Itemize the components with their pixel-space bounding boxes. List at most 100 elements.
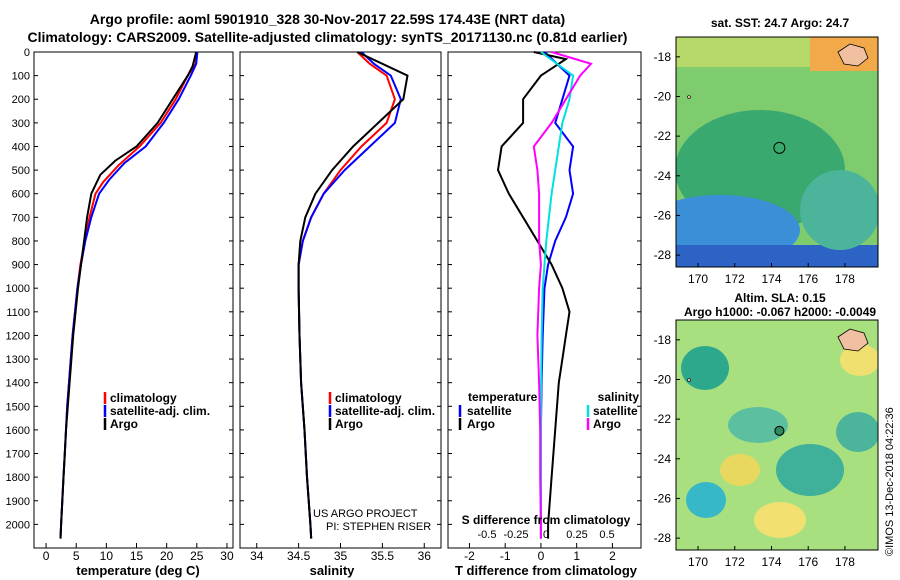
lon-tick-label: 172 xyxy=(725,272,745,286)
t-difference-xlabel: T difference from climatology xyxy=(455,563,638,578)
temperature-plot-frame xyxy=(33,51,234,549)
sla-map-frame xyxy=(675,319,879,551)
lon-tick-label: 178 xyxy=(835,555,855,569)
sla-low-3 xyxy=(840,344,878,376)
lon-tick-label: 174 xyxy=(761,555,781,569)
lat-tick-label: -24 xyxy=(654,452,672,466)
x-tick-label: 0 xyxy=(43,549,50,563)
s-tick-label: 0 xyxy=(543,529,549,541)
sla-map: 170 172 174 176 178 -18 -20 -22 -24 -26 -28 xyxy=(654,319,879,569)
depth-tick-label: 800 xyxy=(12,236,30,248)
lat-tick-label: -26 xyxy=(654,208,672,222)
temperature-plot: 0 5 10 15 20 25 30 xyxy=(34,51,234,563)
legend-heading-temperature: temperature xyxy=(468,390,538,404)
x-tick-label: 10 xyxy=(100,549,114,563)
island xyxy=(687,95,691,99)
sla-high-2 xyxy=(728,407,788,443)
depth-tick-label: 1700 xyxy=(6,449,30,461)
lat-tick-label: -28 xyxy=(654,248,672,262)
lon-tick-label: 176 xyxy=(798,555,818,569)
depth-tick-label: 1200 xyxy=(6,330,30,342)
lon-tick-label: 170 xyxy=(688,555,708,569)
profile-title: Argo profile: aoml 5901910_328 30-Nov-20… xyxy=(89,11,566,27)
depth-tick-label: 1100 xyxy=(6,307,30,319)
s-difference-xlabel: S difference from climatology xyxy=(462,513,631,527)
x-tick-label: 15 xyxy=(130,549,144,563)
series-line-argo xyxy=(59,51,198,539)
sla-low-1 xyxy=(754,502,806,538)
s-tick-label: 0.25 xyxy=(566,529,587,541)
lat-tick-label: -20 xyxy=(654,372,672,386)
legend-label-climatology: climatology xyxy=(110,391,177,405)
lat-tick-label: -18 xyxy=(654,333,672,347)
s-tick-label: -0.25 xyxy=(503,529,528,541)
x-tick-label: 35 xyxy=(334,549,348,563)
depth-tick-label: 1900 xyxy=(6,496,30,508)
float-position-marker xyxy=(773,141,786,154)
island xyxy=(687,378,691,382)
lat-tick-label: -20 xyxy=(654,89,672,103)
depth-tick-label: 1300 xyxy=(6,354,30,366)
salinity-xlabel: salinity xyxy=(310,563,356,578)
x-tick-label: -2 xyxy=(464,549,475,563)
legend-label-climatology: climatology xyxy=(335,391,402,405)
x-tick-label: 30 xyxy=(220,549,234,563)
sla-map-title-2: Argo h1000: -0.067 h2000: -0.0049 xyxy=(683,305,877,319)
depth-tick-label: 200 xyxy=(12,94,30,106)
depth-tick-label: 1400 xyxy=(6,378,30,390)
depth-tick-label: 500 xyxy=(12,165,30,177)
land-fiji xyxy=(837,43,869,67)
lon-tick-label: 178 xyxy=(835,272,855,286)
float-position-marker xyxy=(774,425,785,436)
lat-tick-label: -28 xyxy=(654,531,672,545)
sst-map-axes: 170 172 174 176 178 -18 -20 -22 -24 -26 -28 xyxy=(654,50,856,286)
depth-tick-label: 0 xyxy=(24,47,30,59)
series-line-climatology xyxy=(297,51,396,539)
s-tick-label: -0.5 xyxy=(478,529,497,541)
imos-credit: ©IMOS 13-Dec-2018 04:22:36 xyxy=(884,407,896,556)
legend-label-s-satellite: satellite xyxy=(593,404,638,418)
lon-tick-label: 172 xyxy=(725,555,745,569)
lat-tick-label: -22 xyxy=(654,412,672,426)
x-tick-label: 1 xyxy=(573,549,580,563)
series-line-salinity-satellite xyxy=(539,51,575,539)
x-tick-label: 5 xyxy=(73,549,80,563)
sst-map-title: sat. SST: 24.7 Argo: 24.7 xyxy=(710,16,850,30)
lat-tick-label: -22 xyxy=(654,129,672,143)
lon-tick-label: 174 xyxy=(761,272,781,286)
sst-map: 170 172 174 176 178 -18 -20 -22 -24 -26 -28 xyxy=(654,36,879,286)
series-line-satellite xyxy=(539,51,575,539)
salinity-legend: climatology satellite-adj. clim. Argo xyxy=(328,391,435,431)
legend-label-argo: Argo xyxy=(335,417,363,431)
lat-tick-label: -24 xyxy=(654,169,672,183)
legend-label-t-satellite: satellite xyxy=(467,404,512,418)
legend-label-t-argo: Argo xyxy=(467,417,495,431)
x-tick-label: 36 xyxy=(418,549,432,563)
depth-tick-label: 1600 xyxy=(6,425,30,437)
lat-tick-label: -18 xyxy=(654,50,672,64)
land-fiji xyxy=(837,328,869,352)
depth-tick-label: 900 xyxy=(12,260,30,272)
depth-axis: 0 100 200 300 400 500 600 700 800 900 1000 1100 1200… xyxy=(6,47,30,531)
sla-high-3 xyxy=(776,444,844,496)
depth-tick-label: 2000 xyxy=(6,519,30,531)
sla-high-5 xyxy=(836,412,878,452)
depth-tick-label: 300 xyxy=(12,118,30,130)
x-tick-label: 2 xyxy=(609,549,616,563)
legend-label-satellite: satellite-adj. clim. xyxy=(110,404,210,418)
sst-map-frame xyxy=(675,36,879,268)
depth-tick-label: 400 xyxy=(12,141,30,153)
series-line-argo xyxy=(496,51,571,539)
series-line-salinity-argo xyxy=(532,51,593,539)
s-tick-label: 0.5 xyxy=(599,529,614,541)
lon-tick-label: 176 xyxy=(798,272,818,286)
lat-tick-label: -26 xyxy=(654,491,672,505)
legend-label-satellite: satellite-adj. clim. xyxy=(335,404,435,418)
sla-map-axes: 170 172 174 176 178 -18 -20 -22 -24 -26 -28 xyxy=(654,333,856,569)
x-tick-label: 20 xyxy=(160,549,174,563)
sla-low-2 xyxy=(720,454,760,486)
series-line-argo xyxy=(297,51,409,539)
lon-tick-label: 170 xyxy=(688,272,708,286)
x-tick-label: 0 xyxy=(538,549,545,563)
